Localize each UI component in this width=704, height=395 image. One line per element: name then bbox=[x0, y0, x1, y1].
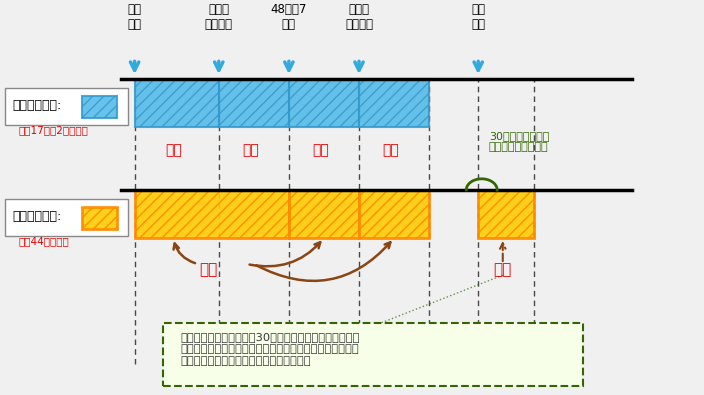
FancyBboxPatch shape bbox=[359, 190, 429, 238]
Text: （特17条の2第１項）: （特17条の2第１項） bbox=[19, 125, 89, 135]
FancyBboxPatch shape bbox=[134, 79, 219, 127]
Text: １号: １号 bbox=[199, 262, 218, 277]
FancyBboxPatch shape bbox=[289, 190, 359, 238]
Text: 特許査定謄本送達日から30日以内であっても、特許権の
設定登録がなされた後は、分割出願することはできない。
既に特許庁に係属しなくなるためである。: 特許査定謄本送達日から30日以内であっても、特許権の 設定登録がなされた後は、分… bbox=[180, 333, 360, 366]
Text: 48条の7
通知: 48条の7 通知 bbox=[271, 3, 307, 31]
Text: 最後の
拒絶理由: 最後の 拒絶理由 bbox=[345, 3, 373, 31]
FancyBboxPatch shape bbox=[82, 207, 117, 229]
Text: （特44条１項）: （特44条１項） bbox=[19, 236, 70, 246]
FancyBboxPatch shape bbox=[219, 79, 289, 127]
FancyBboxPatch shape bbox=[359, 79, 429, 127]
FancyBboxPatch shape bbox=[5, 199, 127, 236]
FancyBboxPatch shape bbox=[5, 88, 127, 125]
Text: １号: １号 bbox=[242, 144, 258, 158]
Text: 最初の
拒絶理由: 最初の 拒絶理由 bbox=[205, 3, 233, 31]
Text: 本文: 本文 bbox=[165, 144, 182, 158]
FancyBboxPatch shape bbox=[134, 190, 289, 238]
Text: ２号: ２号 bbox=[312, 144, 329, 158]
Text: 補正可能時期:: 補正可能時期: bbox=[12, 99, 61, 112]
Text: ３号: ３号 bbox=[382, 144, 399, 158]
Text: 特許
出願: 特許 出願 bbox=[127, 3, 142, 31]
FancyBboxPatch shape bbox=[478, 190, 534, 238]
Text: 分割可能時期:: 分割可能時期: bbox=[12, 210, 61, 223]
FancyBboxPatch shape bbox=[163, 323, 584, 386]
Text: 特許
査定: 特許 査定 bbox=[471, 3, 485, 31]
FancyBboxPatch shape bbox=[289, 79, 359, 127]
Text: 30日以内、且つ、
特許権の設定登録迄: 30日以内、且つ、 特許権の設定登録迄 bbox=[489, 131, 549, 152]
Text: ２号: ２号 bbox=[494, 262, 512, 277]
FancyBboxPatch shape bbox=[82, 96, 117, 118]
